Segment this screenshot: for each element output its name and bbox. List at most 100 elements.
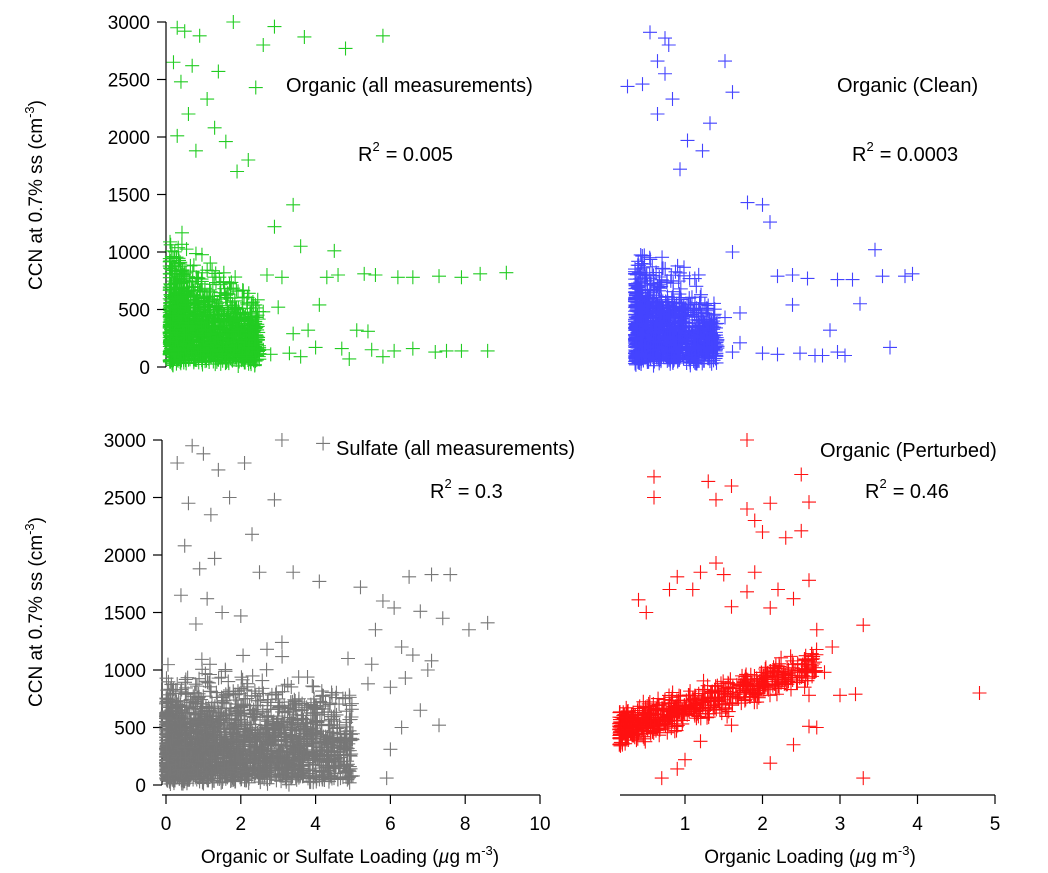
data-point (212, 292, 227, 307)
data-point (785, 268, 800, 282)
data-point (480, 343, 495, 358)
data-point (196, 446, 211, 461)
data-point (334, 341, 349, 356)
data-point (368, 268, 383, 282)
data-point (319, 270, 334, 285)
data-point (207, 120, 222, 135)
y-tick-label: 3000 (108, 13, 150, 34)
data-point (387, 343, 402, 358)
data-point (680, 133, 695, 148)
data-point (241, 286, 256, 301)
data-point (275, 649, 290, 664)
y-tick-label: 1000 (104, 661, 146, 682)
data-point (175, 262, 190, 277)
data-point (194, 272, 209, 287)
data-point (461, 622, 476, 637)
data-point (179, 324, 194, 339)
data-point (208, 266, 223, 281)
data-point (665, 92, 680, 107)
y-axis-label: CCN at 0.7% ss (cm-3) (22, 100, 47, 290)
data-point (188, 319, 203, 334)
data-point (770, 269, 785, 284)
data-point (308, 340, 323, 355)
data-point (905, 266, 920, 281)
data-point (167, 244, 182, 259)
panel-sulfate-all: 0 500 1000 1500 2000 2500 3000 0 2 4 6 8… (22, 431, 575, 868)
data-point (733, 305, 747, 320)
data-point (171, 240, 186, 255)
data-point (830, 272, 845, 287)
data-point (185, 438, 200, 453)
y-tick-label: 500 (118, 301, 150, 322)
x-tick-label: 0 (161, 814, 172, 835)
data-point (282, 346, 297, 361)
y-tick-label: 1000 (108, 243, 150, 264)
data-point (838, 348, 852, 363)
data-point (267, 492, 282, 507)
y-tick-label: 2500 (104, 489, 146, 510)
data-point (733, 335, 747, 350)
data-point (215, 350, 230, 365)
data-point (181, 107, 196, 121)
data-point (211, 64, 226, 79)
data-point (222, 490, 237, 505)
data-point (188, 279, 203, 294)
data-point (718, 54, 732, 69)
data-point (163, 300, 178, 315)
data-point (228, 313, 243, 328)
annotation-title: Organic (all measurements) (286, 75, 533, 97)
data-point (293, 349, 308, 364)
data-point (213, 277, 228, 292)
y-tick-labels: 0 500 1000 1500 2000 2500 3000 (104, 431, 146, 797)
data-point (443, 567, 458, 582)
data-point (868, 242, 882, 257)
data-point (650, 54, 665, 69)
x-axis-label: Organic or Sulfate Loading (µg m-3) (201, 843, 499, 868)
data-point (770, 347, 785, 362)
data-point (203, 256, 218, 271)
data-point (164, 266, 179, 281)
annotation-title: Organic (Clean) (837, 75, 978, 97)
data-point (661, 38, 676, 52)
data-point (658, 66, 672, 81)
y-ticks (157, 21, 166, 368)
data-point (227, 343, 242, 358)
data-point (188, 246, 203, 261)
data-point (405, 648, 420, 663)
data-point (424, 567, 439, 582)
y-tick-label: 2000 (108, 128, 150, 149)
data-point (432, 269, 447, 284)
data-point (177, 327, 192, 342)
data-point (173, 315, 188, 330)
data-point (184, 349, 199, 364)
data-point (845, 272, 860, 287)
data-point (166, 55, 181, 70)
y-tick-label: 3000 (104, 431, 146, 452)
annotation-r2-value: = 0.005 (386, 144, 453, 166)
data-point (216, 312, 231, 327)
data-point (172, 253, 187, 268)
data-point (413, 604, 428, 619)
data-point (256, 342, 271, 357)
data-point (349, 323, 364, 338)
data-point (176, 338, 191, 353)
data-point (327, 243, 342, 258)
data-point (229, 282, 244, 297)
y-tick-labels: 0 500 1000 1500 2000 2500 3000 (108, 13, 150, 379)
data-point (216, 265, 231, 280)
data-point (375, 28, 390, 43)
y-tick-label: 0 (139, 358, 150, 379)
data-point (218, 662, 233, 677)
data-point (226, 15, 241, 29)
data-point (390, 270, 405, 285)
data-point (191, 270, 206, 285)
data-point (248, 332, 263, 347)
data-point (439, 343, 454, 358)
data-point (172, 274, 187, 289)
data-point (160, 657, 175, 672)
data-point (173, 289, 188, 304)
data-point (360, 324, 375, 339)
data-point (286, 565, 301, 580)
data-point (499, 265, 514, 280)
data-point (209, 298, 224, 313)
